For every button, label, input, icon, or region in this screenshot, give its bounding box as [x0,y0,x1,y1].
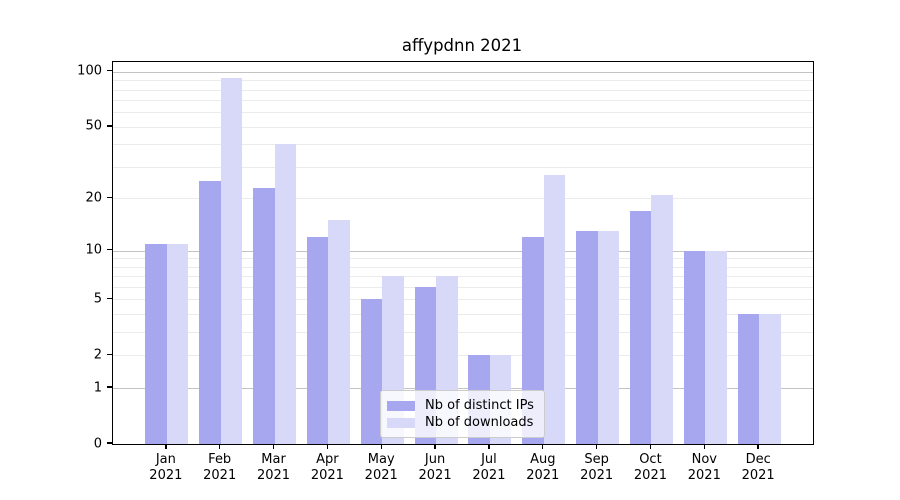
y-gridline-minor [113,332,813,334]
bar-distinct-ips-may [360,299,383,444]
y-axis-tick-label: 50 [85,118,102,134]
bar-downloads-feb [220,78,243,444]
bar-downloads-jan [166,243,189,444]
x-axis-tick [757,444,759,450]
y-gridline-minor [113,126,813,128]
bar-downloads-oct [651,194,673,444]
bar-distinct-ips-jan [145,243,167,444]
y-axis-tick [107,353,113,356]
bar-downloads-aug [543,175,566,444]
x-axis-tick [488,444,490,450]
legend-row-downloads: Nb of downloads [387,414,536,431]
y-gridline-major [113,250,813,252]
y-axis-tick [107,248,113,251]
y-axis-tick-label: 10 [85,242,102,258]
x-axis-tick-label: Feb 2021 [203,452,237,483]
legend-row-distinct-ips: Nb of distinct IPs [387,397,536,414]
y-axis-tick-label: 1 [93,380,102,396]
plot-area [112,61,814,445]
bar-distinct-ips-dec [737,314,760,444]
x-axis-tick [380,444,382,450]
x-axis-tick [434,444,436,450]
y-gridline-minor [113,80,813,82]
x-axis-tick-label: Jun 2021 [418,452,452,483]
bar-distinct-ips-oct [629,210,652,444]
y-gridline-minor [113,299,813,301]
y-gridline-minor [113,144,813,146]
x-axis-tick [165,444,167,450]
x-axis-tick [703,444,705,450]
x-axis-tick [272,444,275,450]
x-axis-tick [326,444,329,450]
y-gridline-minor [113,100,813,102]
y-axis-tick-label: 0 [93,436,102,451]
y-gridline-minor [113,198,813,200]
x-axis-tick [218,444,221,450]
legend: Nb of distinct IPs Nb of downloads [380,390,545,438]
x-axis-tick [542,444,544,450]
y-axis-tick [107,297,113,300]
x-axis-tick [595,444,598,450]
bar-downloads-nov [705,250,727,444]
chart-title: affypdnn 2021 [401,36,523,55]
bar-downloads-mar [274,144,297,444]
y-gridline-major [113,71,813,73]
x-axis-tick [649,444,652,450]
y-axis-tick-label: 5 [93,291,102,307]
y-axis-tick-label: 2 [93,347,102,363]
x-axis-tick-label: Oct 2021 [633,452,667,483]
y-axis-tick [107,70,113,72]
y-axis-tick [107,386,113,388]
y-gridline-minor [113,112,813,114]
y-axis-tick-label: 20 [85,190,102,206]
y-gridline-minor [113,355,813,357]
bar-downloads-sep [597,231,620,444]
x-axis-tick-label: Sep 2021 [580,452,614,483]
y-gridline-minor [113,287,813,289]
legend-swatch-distinct-ips [387,400,415,411]
bar-distinct-ips-mar [253,187,275,444]
y-gridline-minor [113,314,813,316]
x-axis-tick-label: Apr 2021 [310,452,344,483]
bar-distinct-ips-nov [683,250,706,444]
legend-label-downloads: Nb of downloads [425,415,534,430]
legend-label-distinct-ips: Nb of distinct IPs [425,398,534,413]
legend-swatch-downloads [387,417,415,428]
y-axis-tick [107,196,113,199]
y-axis-tick [107,125,113,127]
y-gridline-minor [113,167,813,169]
y-axis-tick [107,442,113,444]
x-axis-tick-label: Aug 2021 [526,452,560,483]
x-axis-tick-label: Dec 2021 [741,452,775,483]
y-axis-tick-label: 100 [77,63,102,79]
x-axis-tick-label: Jan 2021 [149,452,183,483]
y-gridline-major [113,388,813,390]
x-axis-tick-label: Jul 2021 [472,452,506,483]
y-gridline-minor [113,258,813,260]
x-axis-tick-label: Mar 2021 [256,452,291,483]
bar-downloads-dec [759,314,781,444]
bar-distinct-ips-apr [306,237,329,444]
bar-downloads-apr [328,220,350,444]
y-gridline-minor [113,266,813,268]
x-axis-tick-label: Nov 2021 [687,452,721,483]
bar-distinct-ips-sep [576,231,598,444]
y-gridline-minor [113,276,813,278]
x-axis-tick-label: May 2021 [364,452,398,483]
y-gridline-minor [113,89,813,91]
bar-distinct-ips-feb [199,181,221,444]
